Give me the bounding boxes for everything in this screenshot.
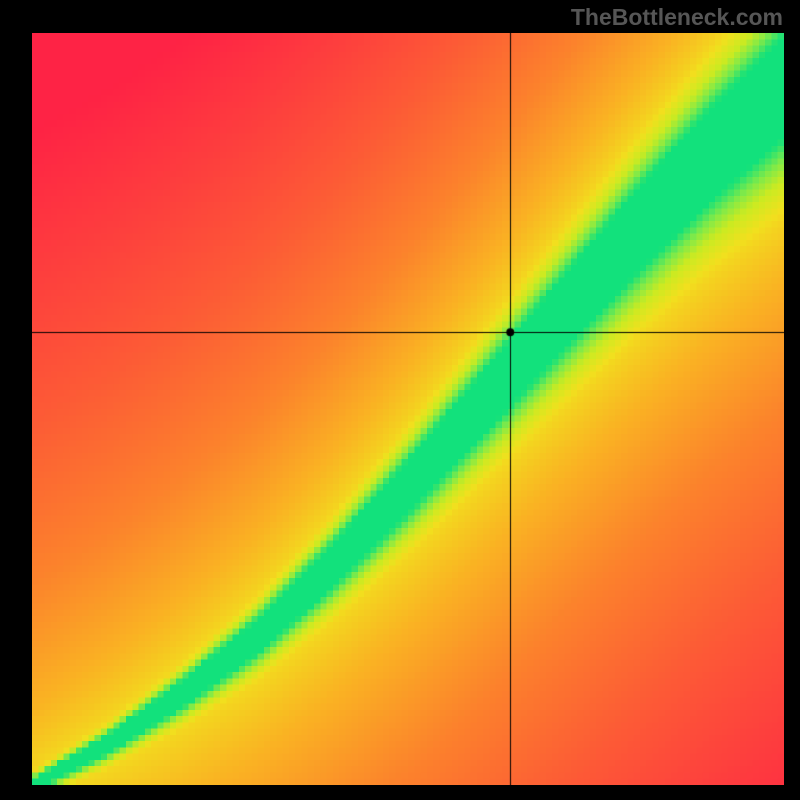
watermark-text: TheBottleneck.com bbox=[571, 4, 783, 31]
crosshair-overlay bbox=[32, 33, 784, 785]
chart-container: { "watermark": { "text": "TheBottleneck.… bbox=[0, 0, 800, 800]
